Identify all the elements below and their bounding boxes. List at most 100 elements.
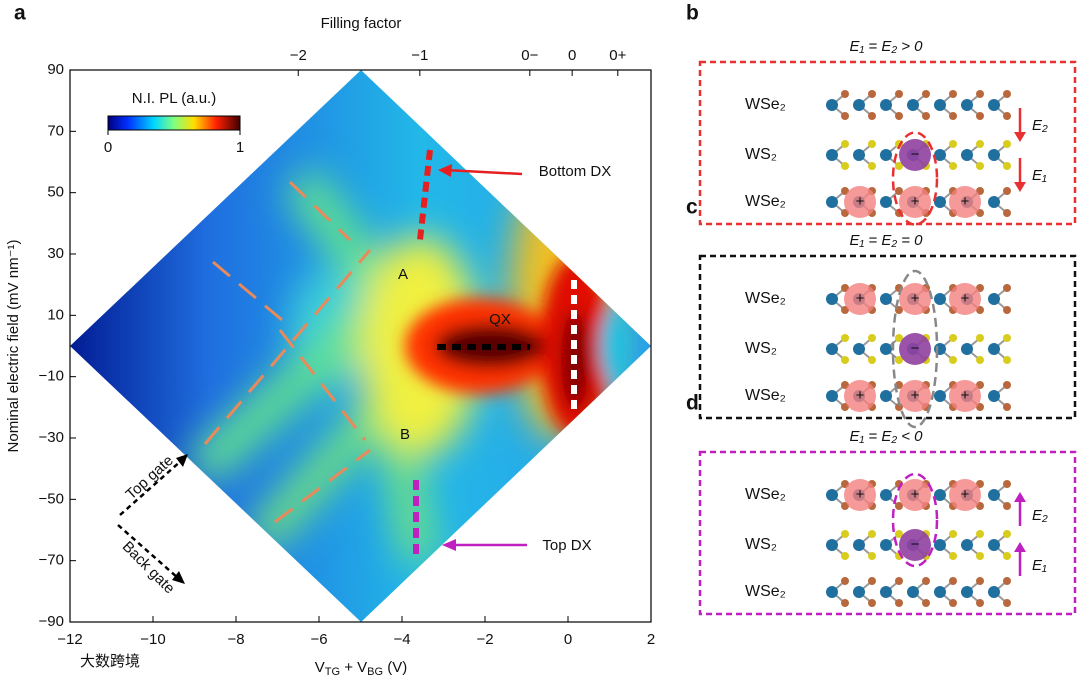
atom-chalcogen: [868, 140, 876, 148]
atom-metal: [988, 539, 1000, 551]
hole-sign: +: [856, 387, 865, 404]
electron-sign: −: [911, 146, 920, 163]
x-label-sub: TG: [325, 666, 340, 678]
atom-metal: [988, 149, 1000, 161]
atom-chalcogen: [1003, 356, 1011, 364]
atom-chalcogen: [976, 334, 984, 342]
x-tick-label: −4: [393, 631, 410, 648]
layer-label: WSe₂: [745, 486, 786, 503]
atom-chalcogen: [895, 502, 903, 510]
atom-chalcogen: [1003, 187, 1011, 195]
panel-title: E₁ = E₂ < 0: [850, 428, 924, 445]
y-tick-label: 70: [47, 122, 64, 139]
annotation: QX: [489, 311, 511, 328]
colorbar: [107, 115, 241, 131]
atom-chalcogen: [895, 530, 903, 538]
atom-metal: [988, 99, 1000, 111]
annotation: Bottom DX: [539, 163, 612, 180]
hole: [844, 380, 876, 412]
colorbar-title: N.I. PL (a.u.): [132, 90, 216, 107]
atom-metal: [880, 99, 892, 111]
x-axis-label: VTG + VBG (V): [315, 659, 407, 678]
atom-metal: [934, 99, 946, 111]
hole: [899, 283, 931, 315]
annotation: Top gate: [123, 452, 177, 503]
x2-tick-label: −1: [411, 47, 428, 64]
atom-chalcogen: [1003, 140, 1011, 148]
watermark: 大数跨境: [80, 652, 140, 670]
atom-chalcogen: [1003, 530, 1011, 538]
x-label-part: V: [315, 659, 325, 676]
atom-chalcogen: [868, 530, 876, 538]
electron: [899, 139, 931, 171]
atom-metal: [853, 149, 865, 161]
atom-chalcogen: [1003, 552, 1011, 560]
atom-chalcogen: [841, 162, 849, 170]
panel-box: [698, 450, 1077, 616]
atom-metal: [853, 343, 865, 355]
x-tick-label: −2: [476, 631, 493, 648]
atom-metal: [853, 586, 865, 598]
panel-title: E₁ = E₂ > 0: [850, 38, 924, 55]
atom-metal: [880, 293, 892, 305]
atom-chalcogen: [868, 577, 876, 585]
y-tick-label: 90: [47, 61, 64, 78]
y-tick-label: −30: [39, 429, 64, 446]
atom-metal: [826, 149, 838, 161]
layer-label: WSe₂: [745, 193, 786, 210]
atom-chalcogen: [949, 90, 957, 98]
field-label: E₁: [1032, 557, 1047, 574]
y-tick-label: −90: [39, 613, 64, 630]
atom-chalcogen: [1003, 284, 1011, 292]
field-arrowhead: [1014, 132, 1026, 142]
layer-label: WSe₂: [745, 96, 786, 113]
x2-tick-label: 0: [568, 47, 576, 64]
atom-chalcogen: [841, 356, 849, 364]
atom-chalcogen: [841, 599, 849, 607]
atom-metal: [826, 390, 838, 402]
x-tick-label: −10: [140, 631, 165, 648]
x2-tick-label: 0+: [609, 47, 626, 64]
electron-sign: −: [911, 536, 920, 553]
field-label: E₂: [1032, 507, 1048, 524]
atom-chalcogen: [976, 356, 984, 364]
atom-chalcogen: [895, 356, 903, 364]
x-tick-label: −12: [57, 631, 82, 648]
electron-sign: −: [911, 340, 920, 357]
atom-metal: [880, 489, 892, 501]
atom-chalcogen: [1003, 502, 1011, 510]
electron: [899, 333, 931, 365]
atom-metal: [826, 293, 838, 305]
atom-chalcogen: [895, 90, 903, 98]
atom-chalcogen: [895, 112, 903, 120]
field-label: E₂: [1032, 117, 1048, 134]
hole-sign: +: [911, 290, 920, 307]
atom-metal: [988, 586, 1000, 598]
atom-chalcogen: [1003, 90, 1011, 98]
layer-label: WS₂: [745, 146, 777, 163]
atom-chalcogen: [868, 552, 876, 560]
atom-chalcogen: [949, 530, 957, 538]
atom-metal: [826, 99, 838, 111]
x-tick-label: −6: [310, 631, 327, 648]
overlay: [69, 69, 652, 623]
atom-chalcogen: [895, 162, 903, 170]
atom-metal: [880, 149, 892, 161]
atom-metal: [880, 343, 892, 355]
atom-chalcogen: [949, 140, 957, 148]
atom-chalcogen: [841, 552, 849, 560]
atom-chalcogen: [949, 599, 957, 607]
x-label-sub: BG: [367, 666, 383, 678]
atom-chalcogen: [841, 530, 849, 538]
atom-chalcogen: [949, 162, 957, 170]
atom-metal: [880, 539, 892, 551]
atom-metal: [961, 539, 973, 551]
colorbar-tick-label: 1: [236, 139, 244, 156]
hole: [899, 479, 931, 511]
atom-chalcogen: [895, 403, 903, 411]
y-tick-label: −70: [39, 552, 64, 569]
layer-label: WS₂: [745, 536, 777, 553]
atom-chalcogen: [922, 90, 930, 98]
hole: [844, 186, 876, 218]
